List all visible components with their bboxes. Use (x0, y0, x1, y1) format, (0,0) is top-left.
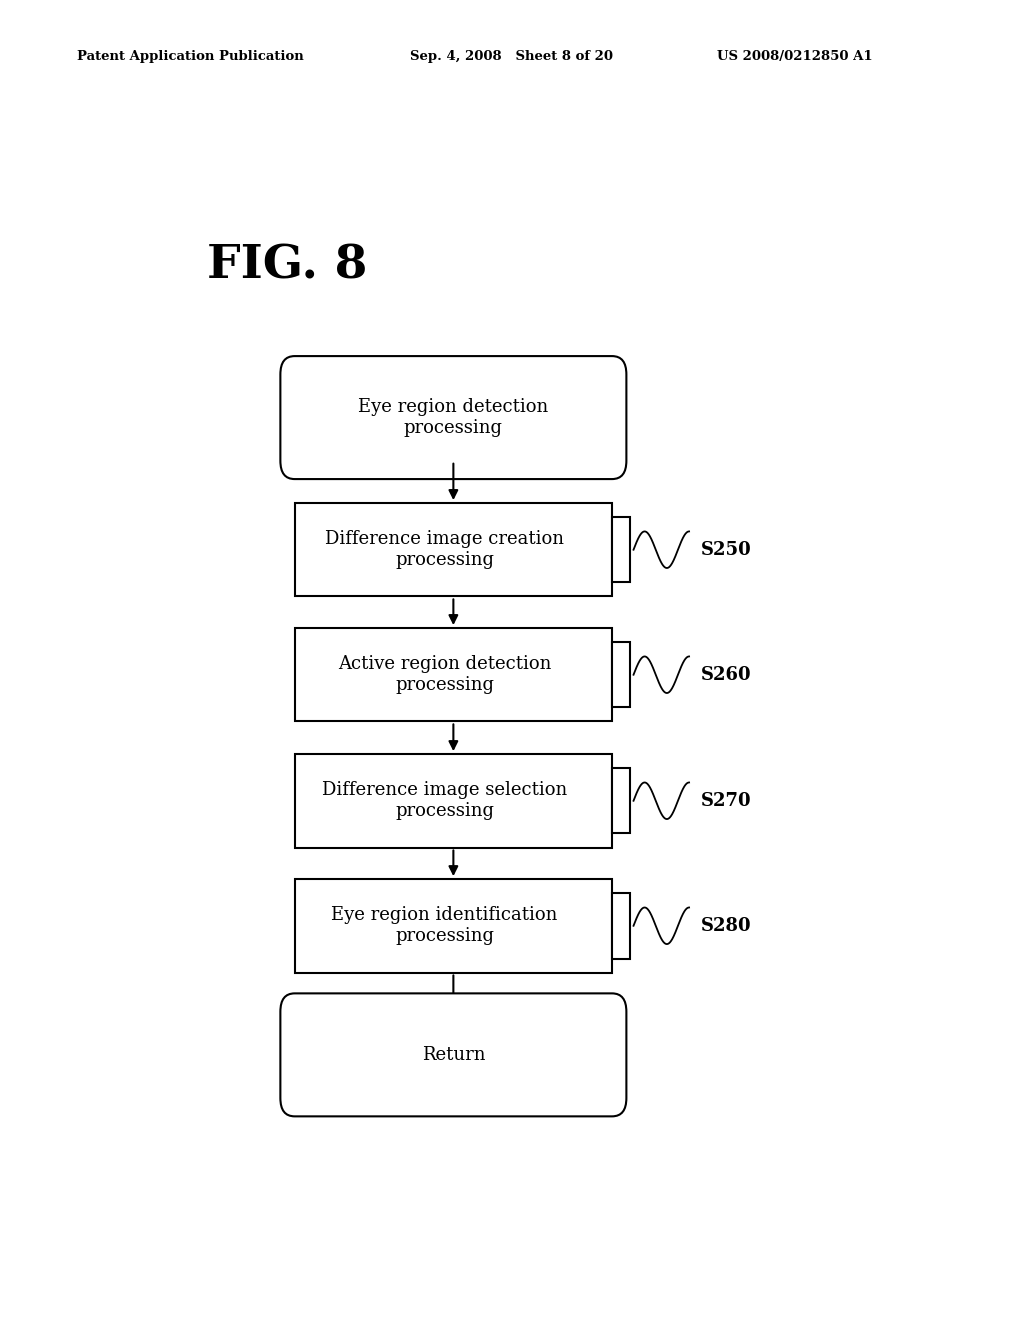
Text: Difference image creation
processing: Difference image creation processing (326, 531, 564, 569)
Bar (295, 754, 612, 847)
Text: Eye region detection
processing: Eye region detection processing (358, 399, 549, 437)
Text: Active region detection
processing: Active region detection processing (338, 655, 551, 694)
Text: S280: S280 (701, 917, 752, 935)
Bar (612, 768, 630, 833)
FancyBboxPatch shape (281, 994, 627, 1117)
Bar (295, 628, 612, 722)
Bar (612, 894, 630, 958)
Text: Eye region identification
processing: Eye region identification processing (332, 907, 558, 945)
Text: Return: Return (422, 1045, 485, 1064)
Text: FIG. 8: FIG. 8 (207, 242, 368, 288)
Text: S270: S270 (701, 792, 752, 809)
Bar (612, 517, 630, 582)
Text: Sep. 4, 2008   Sheet 8 of 20: Sep. 4, 2008 Sheet 8 of 20 (410, 50, 612, 63)
Text: US 2008/0212850 A1: US 2008/0212850 A1 (717, 50, 872, 63)
FancyBboxPatch shape (281, 356, 627, 479)
Text: S260: S260 (701, 665, 752, 684)
Text: Difference image selection
processing: Difference image selection processing (322, 781, 567, 820)
Bar (295, 503, 612, 597)
Text: Patent Application Publication: Patent Application Publication (77, 50, 303, 63)
Text: S250: S250 (701, 541, 752, 558)
Bar (612, 642, 630, 708)
Bar (295, 879, 612, 973)
